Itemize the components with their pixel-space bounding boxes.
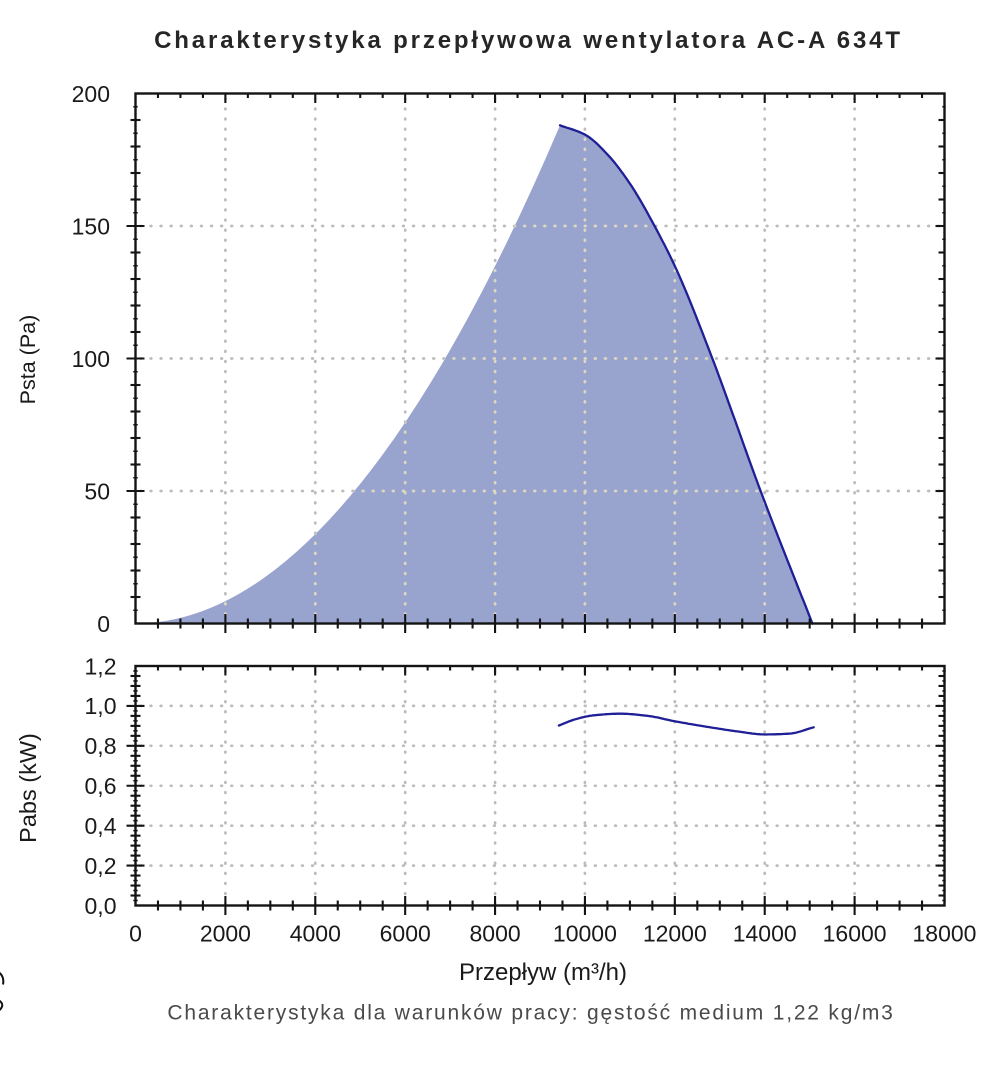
svg-text:0,6: 0,6 bbox=[85, 773, 117, 799]
svg-text:0,0: 0,0 bbox=[85, 893, 117, 919]
svg-text:Charakterystyka przepływowa we: Charakterystyka przepływowa wentylatora … bbox=[154, 27, 903, 54]
svg-text:18000: 18000 bbox=[913, 921, 977, 947]
svg-text:12000: 12000 bbox=[643, 921, 707, 947]
svg-text:Pabs (kW): Pabs (kW) bbox=[15, 733, 41, 843]
svg-text:50: 50 bbox=[84, 478, 110, 504]
svg-text:1,2: 1,2 bbox=[85, 653, 117, 679]
svg-text:Psta (Pa): Psta (Pa) bbox=[16, 315, 40, 405]
svg-text:Charakterystyka dla warunków p: Charakterystyka dla warunków pracy: gęst… bbox=[167, 1002, 894, 1025]
svg-text:4000: 4000 bbox=[290, 921, 341, 947]
svg-text:0: 0 bbox=[97, 611, 110, 637]
svg-text:150: 150 bbox=[72, 213, 110, 239]
svg-text:8000: 8000 bbox=[470, 921, 521, 947]
svg-text:Przepływ (m³/h): Przepływ (m³/h) bbox=[459, 959, 627, 986]
svg-text:0,8: 0,8 bbox=[85, 733, 117, 759]
svg-text:0: 0 bbox=[129, 921, 142, 947]
svg-text:10000: 10000 bbox=[553, 921, 617, 947]
svg-text:6000: 6000 bbox=[380, 921, 431, 947]
svg-text:200: 200 bbox=[72, 81, 110, 107]
svg-text:0,4: 0,4 bbox=[85, 813, 117, 839]
svg-text:14000: 14000 bbox=[733, 921, 797, 947]
svg-text:1,0: 1,0 bbox=[85, 693, 117, 719]
svg-text:100: 100 bbox=[72, 346, 110, 372]
svg-text:16000: 16000 bbox=[823, 921, 887, 947]
svg-text:2000: 2000 bbox=[200, 921, 251, 947]
svg-text:0,2: 0,2 bbox=[85, 853, 117, 879]
